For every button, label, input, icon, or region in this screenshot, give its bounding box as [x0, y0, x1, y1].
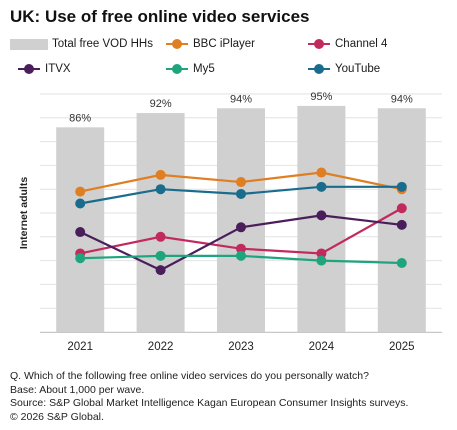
series-point — [75, 198, 86, 209]
x-axis-ticks: 2021 2022 2023 2024 2025 — [67, 341, 414, 353]
legend-label: Channel 4 — [335, 38, 388, 50]
legend-item-channel-4: Channel 4 — [308, 38, 387, 50]
bar — [217, 108, 265, 332]
x-tick-label: 2021 — [67, 341, 93, 353]
legend-label: ITVX — [45, 63, 71, 75]
legend-swatch-line — [18, 64, 40, 74]
legend-item-itvx: ITVX — [18, 63, 71, 75]
footnote-question: Q. Which of the following free online vi… — [10, 370, 369, 382]
legend-label: My5 — [193, 63, 215, 75]
bars: 86% 92% 94% 95% 94% — [56, 91, 426, 333]
legend-item-bbc-iplayer: BBC iPlayer — [166, 38, 255, 50]
y-axis-label: Internet adults — [18, 177, 30, 250]
series-point — [155, 184, 166, 195]
series-point — [236, 250, 246, 261]
series-point — [236, 243, 246, 254]
chart-title: UK: Use of free online video services — [10, 7, 310, 26]
legend-item-youtube: YouTube — [308, 63, 380, 75]
legend-swatch-line — [308, 64, 330, 74]
series-point — [396, 257, 407, 268]
series-point — [316, 181, 327, 192]
bar-data-label: 86% — [69, 112, 91, 124]
legend-swatch-bar — [10, 38, 48, 50]
series-youtube — [75, 181, 407, 209]
bar-data-label: 92% — [150, 98, 172, 110]
series-point — [155, 250, 166, 261]
series-point — [316, 255, 327, 266]
series-point — [75, 253, 86, 264]
legend-swatch-line — [166, 64, 188, 74]
bar-data-label: 94% — [391, 93, 413, 105]
footnote: Q. Which of the following free online vi… — [10, 370, 450, 424]
x-tick-label: 2022 — [148, 341, 174, 353]
x-tick-label: 2025 — [389, 341, 415, 353]
legend-swatch-line — [308, 39, 330, 49]
x-tick-label: 2024 — [309, 341, 335, 353]
series-point — [316, 210, 327, 221]
series-point — [155, 231, 166, 242]
footnote-base: Base: About 1,000 per wave. — [10, 383, 145, 396]
series-point — [396, 219, 407, 230]
bar — [136, 113, 185, 332]
series-point — [396, 203, 407, 214]
series-point — [316, 167, 327, 178]
legend-label: Total free VOD HHs — [52, 38, 153, 50]
series-point — [236, 188, 246, 199]
series-point — [75, 227, 86, 238]
x-tick-label: 2023 — [228, 341, 254, 353]
series-my5 — [75, 250, 407, 268]
series-point — [75, 186, 86, 197]
legend-label: BBC iPlayer — [193, 38, 255, 50]
bar-data-label: 95% — [310, 91, 332, 103]
series-point — [396, 181, 407, 192]
series-point — [236, 222, 246, 233]
legend-swatch-line — [166, 39, 188, 49]
series-point — [155, 169, 166, 180]
series-point — [236, 177, 246, 188]
legend-item-total-free-vod: Total free VOD HHs — [10, 38, 153, 50]
series-itvx — [75, 210, 407, 276]
series-point — [316, 248, 327, 259]
footnote-copyright: © 2026 S&P Global. — [10, 410, 104, 423]
legend-item-my5: My5 — [166, 63, 215, 75]
series-point — [155, 265, 166, 276]
bar-data-label: 94% — [230, 93, 252, 105]
legend-label: YouTube — [335, 63, 381, 75]
footnote-source: Source: S&P Global Market Intelligence K… — [10, 397, 409, 409]
